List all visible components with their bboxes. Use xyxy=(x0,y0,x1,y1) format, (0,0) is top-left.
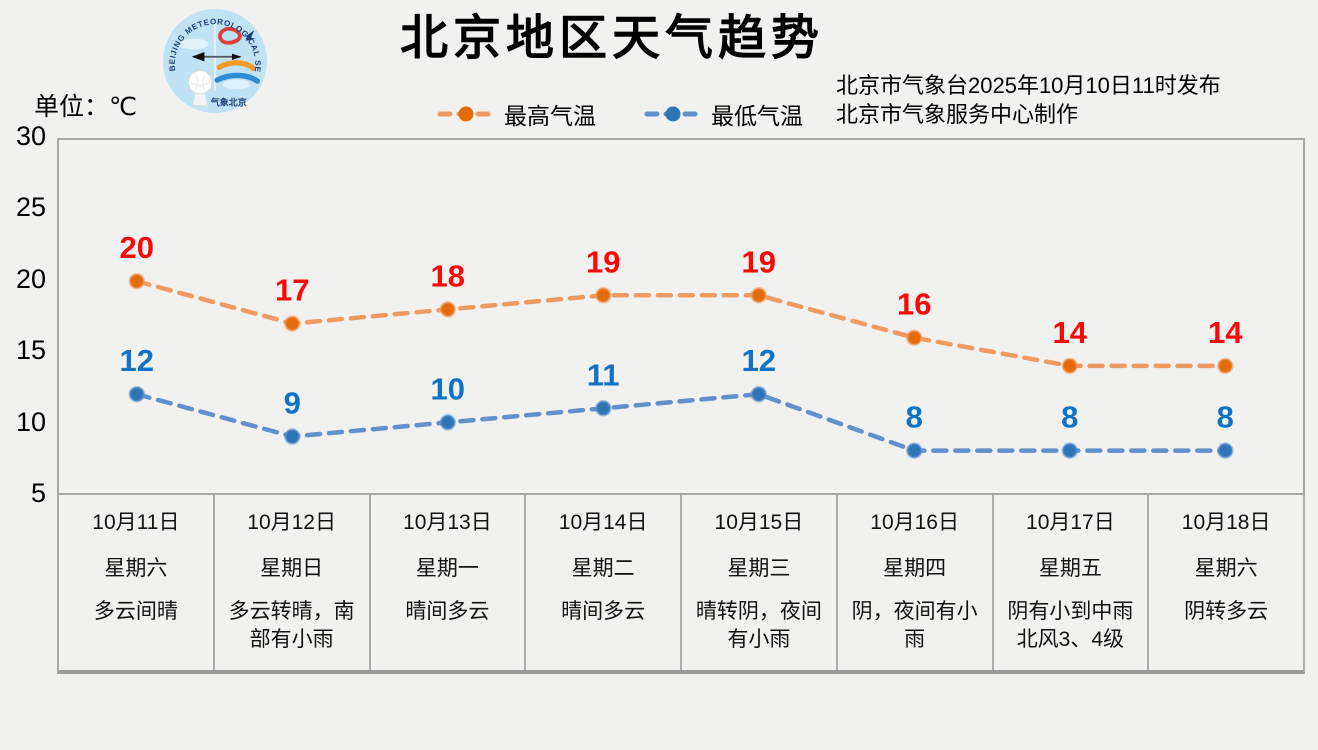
weather-label: 多云间晴 xyxy=(93,600,178,623)
data-marker xyxy=(1217,357,1234,375)
data-label: 19 xyxy=(586,244,620,279)
data-marker xyxy=(906,442,923,459)
data-marker xyxy=(595,400,612,417)
wind-vane-icon xyxy=(191,51,205,62)
weather-label: 多云转晴，南 部有小雨 xyxy=(228,600,355,651)
date-label: 10月13日 xyxy=(403,511,492,534)
data-label: 20 xyxy=(120,230,154,265)
data-label: 18 xyxy=(431,258,465,293)
y-axis-tick: 15 xyxy=(15,335,46,366)
y-axis-tick: 20 xyxy=(15,263,46,294)
weather-table-column: 10月12日 星期日多云转晴，南 部有小雨 xyxy=(212,495,369,670)
legend-label: 最低气温 xyxy=(711,103,803,129)
series-line xyxy=(134,278,1228,369)
date-label: 10月16日 xyxy=(870,511,959,534)
data-label: 12 xyxy=(120,343,154,378)
data-marker xyxy=(750,287,768,304)
weekday-label: 星期六 xyxy=(104,557,168,580)
data-marker xyxy=(595,287,612,304)
data-marker xyxy=(128,385,146,403)
orange-swoosh-icon xyxy=(216,60,256,72)
legend-label: 最高气温 xyxy=(504,103,596,129)
weekday-label: 星期三 xyxy=(727,557,791,580)
data-marker xyxy=(906,329,923,346)
date-label: 10月18日 xyxy=(1181,511,1271,534)
data-marker xyxy=(284,315,301,332)
weather-table-column: 10月16日 星期四阴，夜间有小雨 xyxy=(835,495,992,670)
weekday-label: 星期四 xyxy=(883,557,947,580)
y-axis-tick: 30 xyxy=(15,121,46,151)
data-marker xyxy=(128,272,146,290)
radar-dome-icon xyxy=(187,70,213,95)
publish-line-1: 北京市气象台2025年10月10日11时发布 xyxy=(836,73,1221,98)
data-label: 16 xyxy=(897,287,931,322)
data-marker xyxy=(1061,442,1079,459)
weather-table-column: 10月15日 星期三晴转阴，夜间 有小雨 xyxy=(680,495,836,670)
series-line xyxy=(134,391,1228,453)
weekday-label: 星期日 xyxy=(260,557,324,580)
data-marker xyxy=(439,414,457,431)
date-label: 10月11日 xyxy=(92,511,180,534)
weather-label: 晴间多云 xyxy=(405,600,490,623)
beijing-meteorological-logo: BEIJING METEOROLOGICAL SERVICE 气象北京 xyxy=(162,5,267,113)
page-title: 北京地区天气趋势 xyxy=(400,12,825,65)
airplane-icon xyxy=(245,30,256,41)
weather-label: 晴转阴，夜间 有小雨 xyxy=(695,600,822,651)
data-marker xyxy=(439,301,457,318)
weather-label: 晴间多云 xyxy=(561,600,646,623)
weekday-label: 星期二 xyxy=(571,557,635,580)
data-label: 10 xyxy=(431,371,465,406)
weekday-label: 星期一 xyxy=(415,557,479,580)
date-label: 10月15日 xyxy=(714,511,804,534)
weather-table: 10月11日 星期六 多云间晴 10月12日 星期日 多云转晴，南 部有小雨 10月13日 星期… xyxy=(57,495,1305,674)
data-label: 19 xyxy=(742,244,776,279)
weather-table-column: 10月14日 星期二晴间多云 xyxy=(524,495,680,670)
weather-table-column: 10月11日 星期六多云间晴 xyxy=(59,495,213,670)
weather-label: 阴有小到中雨 北风3、4级 xyxy=(1007,600,1134,651)
data-label: 14 xyxy=(1053,315,1088,350)
data-label: 9 xyxy=(284,386,301,421)
data-label: 8 xyxy=(1061,400,1078,435)
plot-area: 20 17 18 19 19 16 14 14 12 9 10 11 12 8 8 8 xyxy=(57,138,1305,495)
red-ribbon-icon xyxy=(218,26,242,45)
unit-label: 单位：℃ xyxy=(34,93,138,121)
date-label: 10月12日 xyxy=(247,511,336,534)
publish-line-2: 北京市气象服务中心制作 xyxy=(836,102,1079,127)
logo-bottom-text: 气象北京 xyxy=(210,97,247,108)
data-label: 8 xyxy=(906,400,923,435)
weather-table-column: 10月18日 星期六阴转多云 xyxy=(1147,495,1303,670)
data-label: 11 xyxy=(587,357,620,392)
data-marker xyxy=(1061,357,1079,375)
legend-marker-icon xyxy=(644,106,702,122)
legend-item-1: 最低气温 xyxy=(644,97,803,131)
data-marker xyxy=(750,385,768,403)
blue-swoosh-icon xyxy=(214,72,261,84)
weather-table-column: 10月13日 星期一晴间多云 xyxy=(368,495,525,670)
date-label: 10月17日 xyxy=(1026,511,1115,534)
weekday-label: 星期五 xyxy=(1038,557,1102,580)
weather-label: 阴转多云 xyxy=(1184,600,1269,623)
weather-label: 阴，夜间有小雨 xyxy=(851,600,978,651)
data-marker xyxy=(1217,442,1234,459)
legend-item-0: 最高气温 xyxy=(437,97,596,131)
y-axis-tick: 10 xyxy=(15,406,46,437)
temperature-chart: 20 17 18 19 19 16 14 14 12 9 10 11 12 8 8 8 xyxy=(120,230,1243,459)
data-label: 14 xyxy=(1208,315,1243,350)
date-label: 10月14日 xyxy=(558,511,648,534)
publish-info: 北京市气象台2025年10月10日11时发布 北京市气象服务中心制作 xyxy=(836,71,1221,129)
legend: 最高气温 最低气温 xyxy=(0,97,1240,131)
data-label: 17 xyxy=(275,273,309,308)
legend-marker-icon xyxy=(437,106,495,122)
y-axis-tick: 25 xyxy=(15,192,46,223)
weekday-label: 星期六 xyxy=(1194,557,1258,580)
weather-table-column: 10月17日 星期五阴有小到中雨 北风3、4级 xyxy=(991,495,1148,670)
data-label: 12 xyxy=(742,343,776,378)
data-label: 8 xyxy=(1217,400,1234,435)
y-axis-tick: 5 xyxy=(30,478,46,508)
data-marker xyxy=(284,428,301,445)
